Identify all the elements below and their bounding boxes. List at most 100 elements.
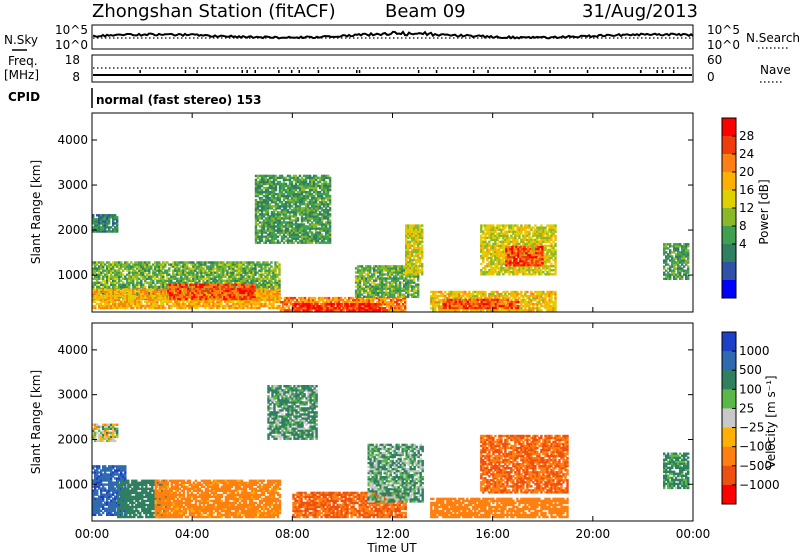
heatmap-cell bbox=[301, 236, 303, 238]
heatmap-cell bbox=[278, 293, 280, 295]
heatmap-cell bbox=[346, 303, 348, 305]
nave-tick-top: 60 bbox=[707, 53, 722, 67]
heatmap-cell bbox=[276, 261, 278, 263]
heatmap-cell bbox=[168, 270, 170, 272]
heatmap-cell bbox=[280, 297, 282, 299]
freq-unit: [MHz] bbox=[4, 68, 39, 82]
heatmap-cell bbox=[413, 279, 415, 281]
heatmap-cell bbox=[116, 216, 118, 218]
heatmap-cell bbox=[253, 284, 255, 286]
heatmap-cell bbox=[108, 261, 110, 263]
heatmap-cell bbox=[379, 307, 381, 309]
heatmap-cell bbox=[417, 279, 419, 281]
heatmap-cell bbox=[122, 286, 124, 288]
heatmap-cell bbox=[404, 309, 406, 311]
heatmap-cell bbox=[241, 298, 243, 300]
heatmap-cell bbox=[302, 297, 304, 299]
nave-tick-bottom: 0 bbox=[707, 70, 715, 84]
nsearch-tick-top: 10^5 bbox=[707, 23, 740, 37]
heatmap-cell bbox=[329, 189, 331, 191]
heatmap-cell bbox=[122, 289, 124, 291]
heatmap-cell bbox=[346, 309, 348, 311]
heatmap-cell bbox=[122, 270, 124, 272]
heatmap-cell bbox=[329, 207, 331, 209]
freq-outlier-mark bbox=[196, 70, 198, 73]
heatmap-cell bbox=[175, 284, 177, 286]
heatmap-cell bbox=[321, 219, 323, 221]
heatmap-cell bbox=[361, 285, 363, 287]
heatmap-cell bbox=[301, 177, 303, 179]
heatmap-cell bbox=[417, 273, 419, 275]
heatmap-cell bbox=[421, 224, 423, 226]
freq-outlier-mark bbox=[640, 70, 642, 73]
heatmap-cell bbox=[360, 307, 362, 309]
nsearch-label: N.Search bbox=[746, 31, 800, 45]
heatmap-cell bbox=[278, 295, 280, 297]
freq-outlier-mark bbox=[487, 70, 489, 73]
heatmap-cell bbox=[180, 265, 182, 267]
heatmap-cell bbox=[240, 261, 242, 263]
heatmap-cell bbox=[340, 303, 342, 305]
cpid-label: CPID bbox=[8, 90, 40, 104]
heatmap-cell bbox=[277, 236, 279, 238]
heatmap-cell bbox=[185, 284, 187, 286]
freq-outlier-mark bbox=[359, 70, 361, 73]
heatmap-cell bbox=[278, 286, 280, 288]
heatmap-cell bbox=[247, 284, 249, 286]
heatmap-cell bbox=[130, 261, 132, 263]
heatmap-cell bbox=[417, 296, 419, 298]
freq-outlier-mark bbox=[278, 70, 280, 73]
heatmap-cell bbox=[270, 261, 272, 263]
heatmap-cell bbox=[181, 284, 183, 286]
heatmap-cell bbox=[164, 307, 166, 309]
heatmap-cell bbox=[360, 303, 362, 305]
heatmap-cell bbox=[329, 195, 331, 197]
heatmap-cell bbox=[148, 261, 150, 263]
heatmap-cell bbox=[360, 309, 362, 311]
heatmap-cell bbox=[258, 261, 260, 263]
heatmap-cell bbox=[102, 261, 104, 263]
heatmap-cell bbox=[361, 288, 363, 290]
heatmap-cell bbox=[301, 181, 303, 183]
heatmap-cell bbox=[301, 189, 303, 191]
heatmap-cell bbox=[379, 309, 381, 311]
heatmap-cell bbox=[192, 261, 194, 263]
heatmap-cell bbox=[301, 213, 303, 215]
heatmap-cell bbox=[140, 301, 142, 303]
heatmap-cell bbox=[314, 297, 316, 299]
heatmap-cell bbox=[240, 303, 242, 305]
heatmap-cell bbox=[278, 305, 280, 307]
freq-outlier-mark bbox=[185, 70, 187, 73]
heatmap-cell bbox=[278, 278, 280, 280]
heatmap-cell bbox=[326, 307, 328, 309]
heatmap-cell bbox=[440, 291, 442, 293]
heatmap-cell bbox=[162, 303, 164, 305]
heatmap-cell bbox=[444, 291, 446, 293]
nsearch-tick-bottom: 10^0 bbox=[707, 38, 740, 52]
heatmap-cell bbox=[180, 278, 182, 280]
freq-tick-top: 18 bbox=[65, 53, 80, 67]
freq-outlier-mark bbox=[534, 70, 536, 73]
heatmap-cell bbox=[297, 217, 299, 219]
heatmap-cell bbox=[241, 284, 243, 286]
heatmap-cell bbox=[329, 197, 331, 199]
heatmap-cell bbox=[352, 309, 354, 311]
heatmap-cell bbox=[329, 177, 331, 179]
heatmap-cell bbox=[240, 278, 242, 280]
heatmap-cell bbox=[320, 309, 322, 311]
heatmap-cell bbox=[434, 309, 436, 311]
heatmap-cell bbox=[253, 294, 255, 296]
freq-outlier-mark bbox=[473, 70, 475, 73]
heatmap-cell bbox=[359, 296, 361, 298]
heatmap-cell bbox=[329, 236, 331, 238]
heatmap-cell bbox=[201, 286, 203, 288]
heatmap-cell bbox=[458, 309, 460, 311]
heatmap-cell bbox=[291, 181, 293, 183]
nsky-tick-top: 10^5 bbox=[55, 23, 88, 37]
freq-outlier-mark bbox=[242, 70, 244, 73]
heatmap-cell bbox=[240, 270, 242, 272]
heatmap-cell bbox=[122, 274, 124, 276]
heatmap-cell bbox=[222, 261, 224, 263]
freq-outlier-mark bbox=[139, 70, 141, 73]
